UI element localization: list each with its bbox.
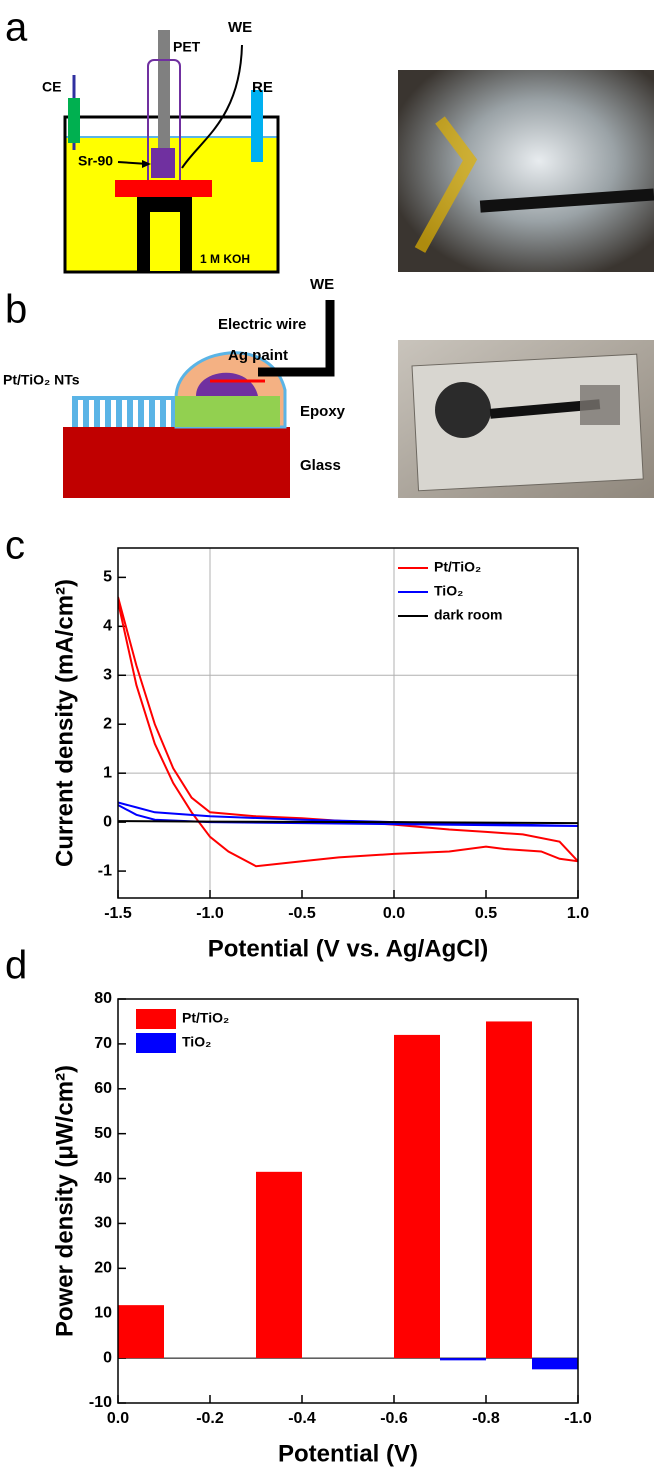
plot-area xyxy=(118,596,578,868)
y-tick-label: 30 xyxy=(94,1215,112,1232)
panel-label: c xyxy=(5,524,25,568)
y-tick-label: -10 xyxy=(89,1394,112,1411)
y-tick-label: 0 xyxy=(103,1349,112,1366)
cell-diagram: CE PET WE RE Sr-90 1 M KOH xyxy=(42,19,280,274)
x-tick-label: 1.0 xyxy=(567,905,589,922)
x-axis-title: Potential (V) xyxy=(278,1440,418,1467)
plot-area xyxy=(118,1021,578,1370)
x-axis-title: Potential (V vs. Ag/AgCl) xyxy=(208,935,488,962)
diagram-label: CE xyxy=(42,79,61,95)
x-tick-label: 0.0 xyxy=(107,1410,129,1427)
y-tick-label: -1 xyxy=(98,862,112,879)
y-tick-label: 70 xyxy=(94,1035,112,1052)
electrode-diagram: WE Electric wire Ag paint Pt/TiO₂ NTs Ep… xyxy=(3,276,346,498)
bar xyxy=(532,1358,578,1370)
diagram-label: RE xyxy=(252,79,273,96)
x-tick-label: 0.0 xyxy=(383,905,405,922)
y-tick-label: 0 xyxy=(103,813,112,830)
x-tick-label: -0.5 xyxy=(288,905,316,922)
diagram-label: Ag paint xyxy=(228,347,288,364)
diagram-label: Sr-90 xyxy=(78,153,113,169)
diagram-label: Pt/TiO₂ NTs xyxy=(3,372,80,388)
x-tick-label: -0.8 xyxy=(472,1410,500,1427)
bar xyxy=(256,1171,302,1359)
diagram-label: Electric wire xyxy=(218,316,306,333)
y-tick-label: 2 xyxy=(103,715,112,732)
y-tick-label: 60 xyxy=(94,1080,112,1097)
y-tick-label: 10 xyxy=(94,1304,112,1321)
x-tick-label: -0.6 xyxy=(380,1410,408,1427)
y-tick-label: 3 xyxy=(103,666,112,683)
x-tick-label: -1.5 xyxy=(104,905,132,922)
x-tick-label: -0.2 xyxy=(196,1410,224,1427)
y-axis-title: Power density (μW/cm²) xyxy=(51,1065,78,1337)
diagram-label: PET xyxy=(173,39,201,55)
photo xyxy=(398,340,654,498)
y-tick-label: 1 xyxy=(103,764,112,781)
bar xyxy=(394,1034,440,1359)
diagram-label: WE xyxy=(228,19,252,36)
diagram-label: WE xyxy=(310,276,334,293)
y-axis-title: Current density (mA/cm²) xyxy=(51,579,78,867)
legend-swatch xyxy=(136,1033,176,1053)
legend-label: dark room xyxy=(434,607,502,623)
diagram-label: Glass xyxy=(300,457,341,474)
panel-label: a xyxy=(5,6,28,50)
y-tick-label: 50 xyxy=(94,1125,112,1142)
y-tick-label: 5 xyxy=(103,569,112,586)
bar xyxy=(118,1305,164,1359)
x-tick-label: -0.4 xyxy=(288,1410,316,1427)
y-tick-label: 40 xyxy=(94,1170,112,1187)
legend-label: Pt/TiO₂ xyxy=(434,559,481,575)
line-series xyxy=(118,596,578,868)
diagram-label: Epoxy xyxy=(300,403,346,420)
bar xyxy=(440,1358,486,1361)
line-series xyxy=(118,820,578,825)
plot-frame xyxy=(117,547,579,899)
legend-label: Pt/TiO₂ xyxy=(182,1010,229,1026)
panel-label: b xyxy=(5,288,27,332)
y-tick-label: 20 xyxy=(94,1260,112,1277)
panel-label: d xyxy=(5,944,27,988)
y-tick-label: 80 xyxy=(94,990,112,1007)
photo xyxy=(398,70,654,272)
x-tick-label: -1.0 xyxy=(196,905,224,922)
bar xyxy=(486,1021,532,1359)
x-tick-label: 0.5 xyxy=(475,905,497,922)
legend-label: TiO₂ xyxy=(434,583,463,599)
x-tick-label: -1.0 xyxy=(564,1410,592,1427)
plot-frame xyxy=(117,998,579,1404)
legend-swatch xyxy=(136,1009,176,1029)
legend-label: TiO₂ xyxy=(182,1034,211,1050)
y-tick-label: 4 xyxy=(103,618,112,635)
diagram-label: 1 M KOH xyxy=(200,252,250,266)
